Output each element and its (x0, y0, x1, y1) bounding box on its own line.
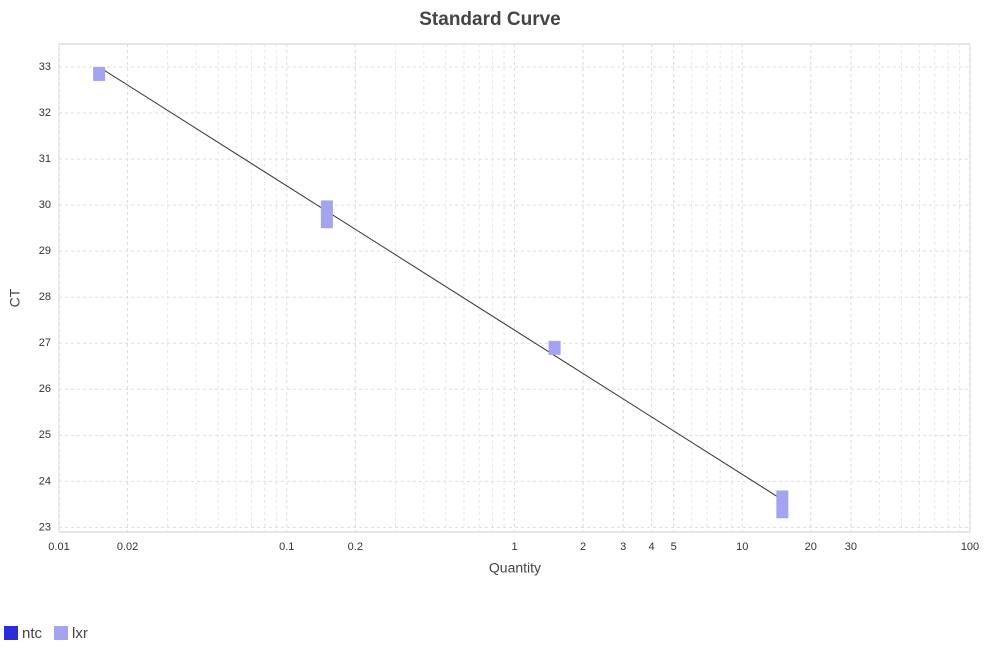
y-tick-label: 25 (39, 429, 51, 441)
data-point (93, 66, 106, 81)
data-point (320, 214, 333, 229)
y-tick-label: 32 (39, 107, 51, 119)
y-tick-label: 23 (39, 521, 51, 533)
data-point (776, 504, 789, 519)
legend-swatch (4, 626, 18, 640)
x-tick-label: 2 (580, 541, 586, 553)
chart-title: Standard Curve (419, 9, 560, 30)
x-tick-label: 0.2 (348, 541, 363, 553)
y-tick-label: 33 (39, 61, 51, 73)
x-tick-label: 0.1 (279, 541, 294, 553)
plot-area (58, 43, 971, 533)
y-tick-label: 24 (39, 475, 51, 487)
data-point (320, 200, 333, 215)
x-tick-label: 4 (649, 541, 655, 553)
data-point (776, 490, 789, 505)
y-tick-label: 28 (39, 291, 51, 303)
x-axis-label: Quantity (489, 560, 541, 576)
x-tick-label: 30 (845, 541, 857, 553)
fit-line (98, 66, 783, 501)
y-tick-label: 31 (39, 153, 51, 165)
x-tick-label: 0.01 (48, 541, 69, 553)
y-tick-label: 27 (39, 337, 51, 349)
legend-label: lxr (72, 625, 88, 642)
x-tick-label: 3 (620, 541, 626, 553)
x-tick-label: 20 (805, 541, 817, 553)
y-tick-label: 26 (39, 383, 51, 395)
y-tick-label: 30 (39, 199, 51, 211)
x-tick-label: 1 (511, 541, 517, 553)
x-tick-label: 5 (671, 541, 677, 553)
x-tick-label: 0.02 (117, 541, 138, 553)
legend-swatch (54, 626, 69, 640)
y-tick-label: 29 (39, 245, 51, 257)
legend-label: ntc (22, 625, 43, 642)
data-point (548, 340, 561, 355)
x-tick-label: 100 (961, 541, 979, 553)
y-axis-label: CT (7, 288, 23, 307)
x-tick-label: 10 (736, 541, 748, 553)
